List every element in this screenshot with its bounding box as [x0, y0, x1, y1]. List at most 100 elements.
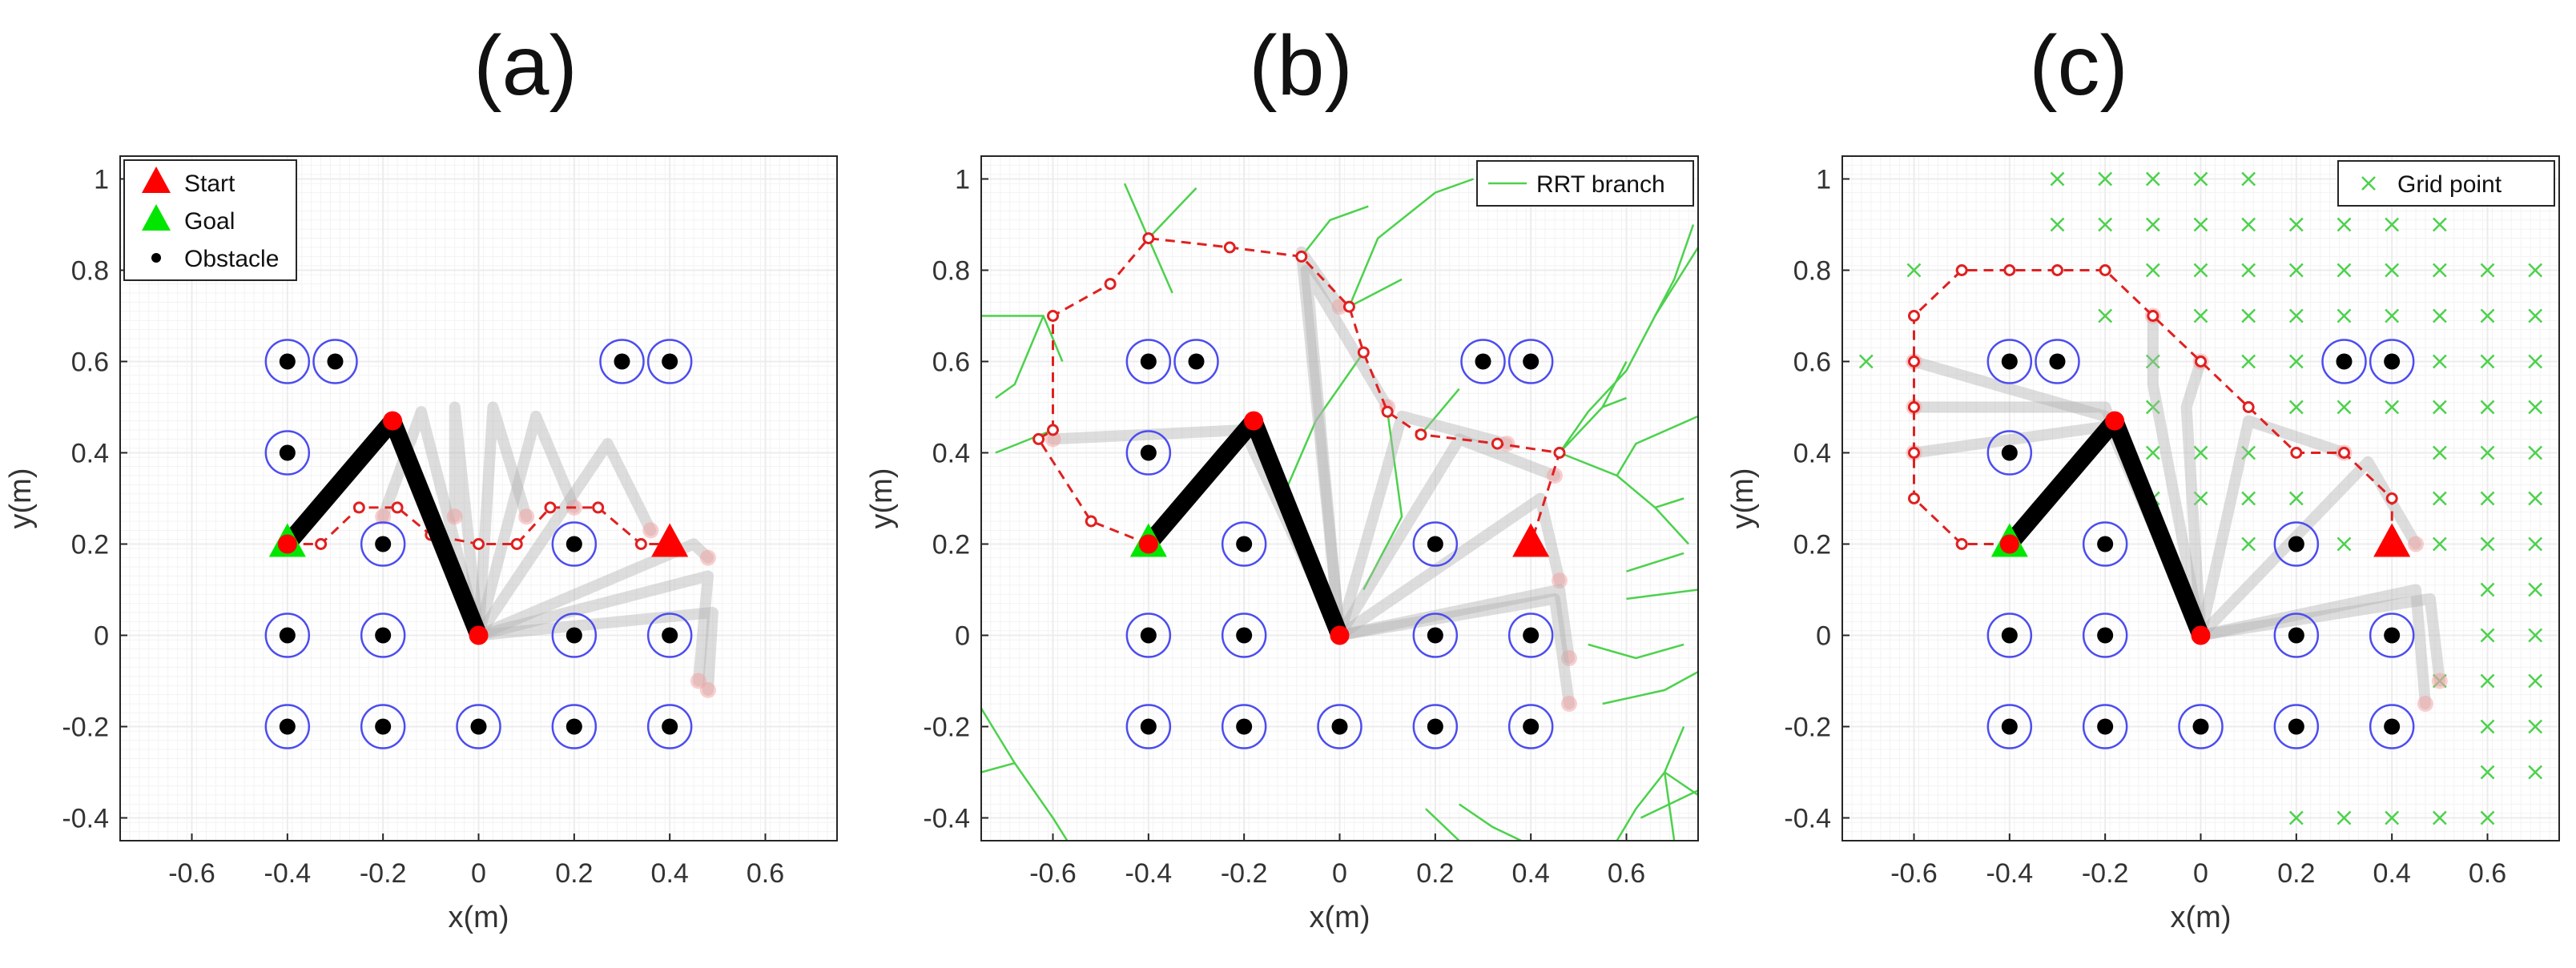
- y-tick-label: 0: [1816, 621, 1831, 652]
- obstacle-marker: [1523, 353, 1540, 370]
- grid-point-marker: [2432, 354, 2447, 369]
- obstacle-marker: [279, 353, 296, 370]
- grid-point-marker: [2480, 445, 2495, 460]
- obstacle-marker: [2097, 536, 2114, 552]
- panel-title-a: (a): [473, 18, 578, 113]
- y-tick-label: 1: [94, 165, 109, 195]
- rrt-branch: [1147, 238, 1173, 294]
- obstacle-marker: [1427, 627, 1443, 644]
- planned-path: [1036, 237, 1561, 545]
- obstacle-marker: [2001, 353, 2018, 370]
- obstacle-marker: [566, 718, 582, 735]
- obstacle-ring: [264, 704, 311, 749]
- grid-point-marker: [2480, 765, 2495, 780]
- obstacle-ring: [1986, 430, 2033, 476]
- obstacle-marker: [2288, 627, 2304, 644]
- obstacle-ring: [1412, 704, 1459, 749]
- obstacle-ring: [1986, 613, 2033, 658]
- plot-panel-1: -0.6 -0.4 -0.2 0 0.2 0.4 0.6 -0.4 -0.2 0 0.2 0.4 0.6…: [865, 155, 1699, 934]
- grid-point-marker: [2337, 217, 2352, 232]
- obstacle-marker: [2097, 627, 2114, 644]
- rrt-branch: [1654, 247, 1698, 317]
- arm-joint: [1999, 534, 2019, 554]
- obstacle-marker: [2097, 718, 2114, 735]
- obstacle-marker: [1236, 536, 1253, 552]
- arm-joint: [2191, 625, 2211, 645]
- ghost-arm: [2195, 456, 2421, 641]
- x-tick-label: 0: [471, 858, 486, 889]
- rrt-branch: [1458, 803, 1522, 841]
- path-waypoint: [1415, 428, 1427, 441]
- grid-point-marker: [2145, 217, 2160, 232]
- x-tick-label: -0.4: [1125, 858, 1173, 889]
- obstacle-ring: [2273, 704, 2320, 749]
- ghost-arm: [2180, 355, 2207, 641]
- obstacle-marker: [1523, 718, 1540, 735]
- grid-point-marker: [2480, 673, 2495, 689]
- obstacle-marker: [2384, 627, 2401, 644]
- obstacle-marker: [1523, 627, 1540, 644]
- grid-point-marker: [2050, 171, 2065, 187]
- x-tick-label: -0.6: [168, 858, 215, 889]
- obstacle-ring: [312, 339, 358, 384]
- ghost-arm-joint: [2417, 696, 2433, 712]
- plot-area: [981, 178, 1698, 841]
- y-tick-label: -0.4: [923, 804, 970, 834]
- obstacle-ring: [1460, 339, 1506, 384]
- x-tick-label: 0.4: [2373, 858, 2411, 889]
- obstacle-ring: [646, 339, 693, 384]
- rrt-branch: [981, 708, 1069, 841]
- x-tick-label: 0.2: [2277, 858, 2315, 889]
- path-waypoint: [2195, 355, 2207, 368]
- ghost-arm: [2195, 584, 2431, 709]
- obstacle-marker: [1427, 718, 1443, 735]
- y-tick-label: 0.6: [71, 347, 109, 378]
- legend-entry-label: Start: [184, 171, 235, 197]
- grid-point-marker: [2480, 810, 2495, 825]
- obstacle-ring: [551, 521, 598, 567]
- rrt-branch: [1348, 278, 1403, 308]
- y-tick-label: 1: [1816, 165, 1831, 195]
- ghost-arm-joint: [1499, 436, 1515, 452]
- path-waypoint: [1032, 432, 1045, 445]
- legend-entry-label: Grid point: [2397, 171, 2502, 198]
- grid-point-marker: [2432, 308, 2447, 323]
- obstacle-marker: [375, 627, 392, 644]
- path-waypoint: [1357, 346, 1370, 359]
- obstacle-ring: [1507, 613, 1554, 658]
- obstacle-marker: [279, 444, 296, 461]
- ghost-arm: [1334, 433, 1560, 641]
- obstacle-marker: [2001, 627, 2018, 644]
- grid-point-marker: [2145, 445, 2160, 460]
- grid-point-marker: [2480, 536, 2495, 552]
- obstacle-marker: [2288, 536, 2304, 552]
- ghost-arm-joint: [2408, 536, 2424, 552]
- obstacle-ring: [1221, 704, 1267, 749]
- obstacle-ring: [1125, 339, 1172, 384]
- obstacle-marker: [662, 718, 678, 735]
- obstacle-marker: [2192, 718, 2209, 735]
- ghost-arm: [2195, 415, 2350, 641]
- legend-obstacle-marker: [151, 253, 161, 263]
- obstacle-ring: [1125, 430, 1172, 476]
- obstacle-ring: [2082, 704, 2128, 749]
- grid-point-marker: [2288, 308, 2304, 323]
- panel-title-c: (c): [2029, 18, 2128, 113]
- grid-point-marker: [2193, 445, 2208, 460]
- y-tick-label: 0.6: [932, 347, 970, 378]
- grid-point-marker: [2528, 308, 2543, 323]
- ghost-arm: [2195, 592, 2445, 687]
- grid-point-marker: [2528, 719, 2543, 734]
- rrt-branch: [1654, 497, 1684, 509]
- y-axis-label: y(m): [1726, 468, 1760, 529]
- rrt-branch: [1281, 351, 1365, 499]
- obstacle-marker: [1140, 627, 1157, 644]
- path-waypoint: [2385, 492, 2398, 504]
- ghost-arm-joint: [1547, 468, 1563, 484]
- ghost-arm-joint: [518, 508, 535, 525]
- x-tick-label: -0.2: [2082, 858, 2129, 889]
- path-waypoint: [544, 501, 557, 514]
- ghost-arm: [1300, 264, 1394, 641]
- ghost-arm: [2147, 310, 2207, 641]
- grid-point-marker: [2480, 354, 2495, 369]
